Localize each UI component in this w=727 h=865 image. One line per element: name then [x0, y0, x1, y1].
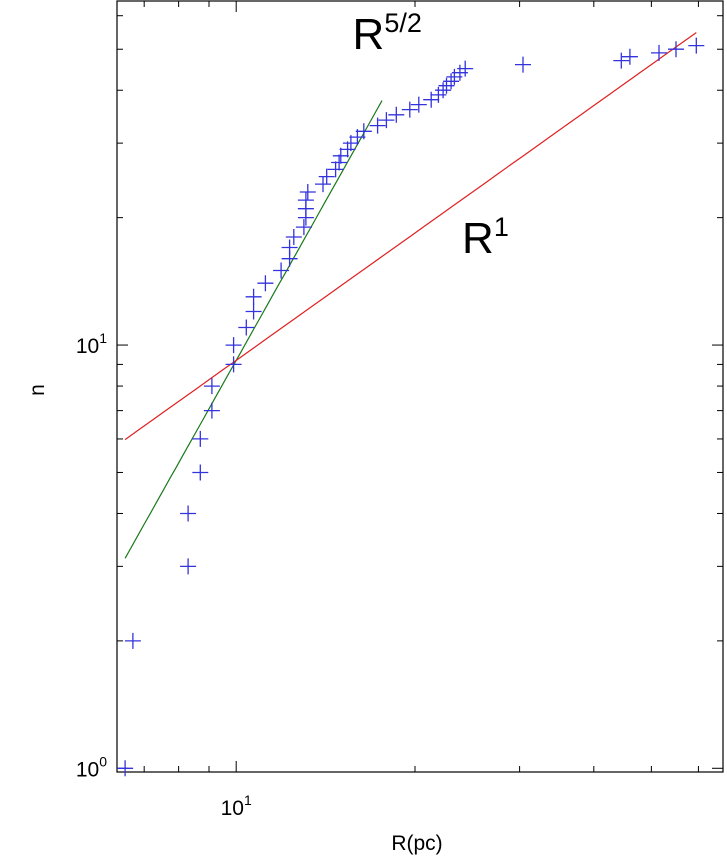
data-point — [245, 303, 262, 320]
axis-ticks — [117, 1, 723, 772]
data-point — [180, 505, 197, 522]
tick-labels: 100 101 101 R5/2 R1 — [76, 8, 509, 820]
data-point — [369, 117, 386, 134]
data-point — [180, 558, 197, 575]
data-point — [273, 262, 290, 279]
data-point — [225, 356, 242, 373]
fit-line-r-5-2 — [124, 100, 383, 559]
data-point — [423, 91, 440, 108]
data-point — [295, 219, 312, 236]
data-point — [225, 337, 242, 354]
fit-lines — [124, 32, 697, 559]
data-point — [238, 319, 255, 336]
data-point — [117, 760, 134, 777]
y-tick-label: 100 — [76, 753, 107, 781]
data-point — [331, 154, 348, 171]
y-tick-label: 101 — [76, 330, 107, 358]
y-axis-label: n — [26, 384, 49, 396]
data-point — [388, 106, 405, 123]
data-point — [621, 48, 638, 65]
data-point — [668, 41, 684, 58]
data-point — [688, 37, 705, 54]
data-point — [285, 229, 302, 245]
fit-label-r-5-2: R5/2 — [353, 8, 422, 59]
fit-label-r-1: R1 — [462, 212, 509, 263]
data-point — [401, 101, 418, 118]
data-point — [342, 135, 359, 152]
x-axis-label: R(pc) — [391, 832, 442, 855]
data-points — [117, 37, 705, 777]
data-point — [339, 141, 356, 158]
data-point — [315, 176, 331, 193]
data-point — [192, 430, 209, 447]
data-point — [318, 168, 335, 185]
data-point — [435, 82, 452, 99]
data-point — [613, 52, 630, 69]
data-point — [651, 44, 667, 61]
data-point — [257, 275, 274, 292]
x-tick-label: 101 — [221, 792, 252, 820]
data-point — [430, 86, 447, 103]
data-point — [297, 192, 314, 209]
data-point — [410, 96, 427, 113]
data-point — [203, 402, 220, 419]
data-point — [124, 632, 141, 649]
data-point — [332, 147, 349, 164]
data-point — [515, 56, 531, 73]
data-point — [355, 123, 372, 140]
data-point — [281, 239, 298, 256]
data-point — [299, 184, 316, 200]
data-point — [457, 60, 474, 77]
data-point — [192, 464, 209, 481]
data-point — [245, 288, 262, 305]
data-point — [378, 112, 395, 129]
data-point — [443, 73, 460, 90]
data-point — [438, 77, 455, 94]
data-point — [327, 161, 344, 178]
data-point — [203, 378, 220, 395]
fit-line-r-1 — [124, 32, 697, 441]
